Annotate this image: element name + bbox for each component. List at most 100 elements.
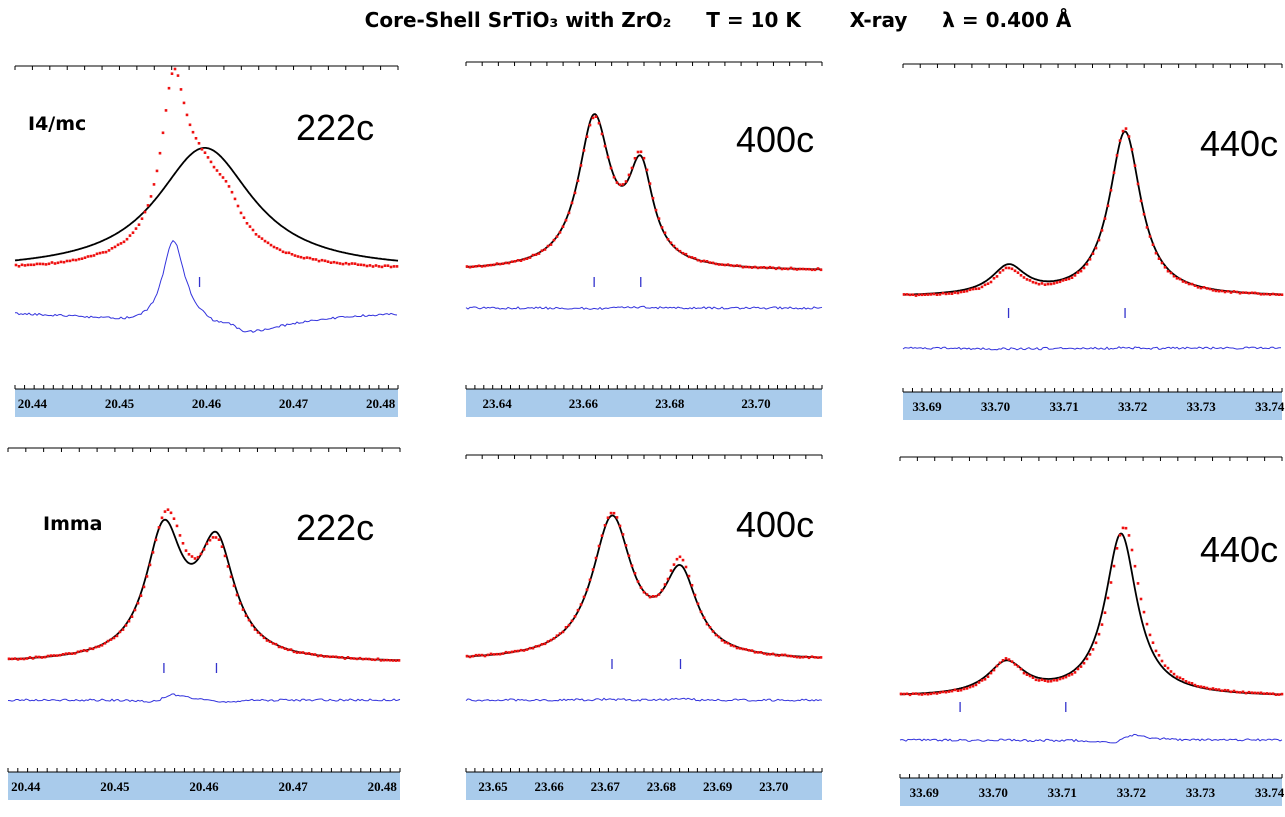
observed-point [383, 264, 387, 267]
observed-point [22, 657, 26, 661]
x-tick-label: 20.45 [105, 396, 135, 411]
observed-point [176, 74, 180, 77]
observed-point [723, 641, 727, 644]
observed-point [744, 648, 748, 651]
observed-point [911, 692, 915, 695]
observed-point [118, 630, 122, 634]
observed-point [392, 265, 396, 268]
observed-point [92, 254, 96, 257]
observed-point [272, 245, 276, 249]
observed-point [1241, 690, 1245, 694]
observed-point [121, 628, 125, 631]
observed-point [974, 683, 978, 687]
observed-point [62, 260, 66, 264]
observed-point [1184, 281, 1188, 284]
observed-point [1103, 611, 1107, 614]
observed-point [813, 656, 817, 659]
observed-point [26, 263, 30, 267]
x-tick-label: 23.70 [759, 779, 788, 794]
x-tick-label: 20.44 [18, 396, 48, 411]
observed-point [173, 67, 177, 71]
observed-point [537, 252, 541, 255]
observed-point [504, 650, 508, 654]
observed-point [1175, 277, 1179, 280]
observed-point [762, 266, 766, 269]
observed-point [101, 251, 105, 254]
x-tick-label: 23.70 [741, 396, 770, 411]
observed-points [7, 508, 401, 662]
observed-point [1001, 659, 1005, 662]
observed-point [594, 115, 598, 118]
observed-point [531, 646, 535, 650]
observed-point [714, 633, 718, 637]
observed-point [379, 659, 383, 662]
observed-point [471, 265, 475, 268]
observed-point [1151, 243, 1155, 246]
observed-point [194, 137, 198, 140]
observed-point [1061, 676, 1065, 680]
observed-point [136, 601, 140, 605]
observed-points [899, 526, 1284, 697]
observed-point [211, 536, 215, 539]
observed-point [1232, 290, 1236, 293]
observed-point [1076, 667, 1080, 671]
observed-point [67, 652, 71, 655]
observed-point [1091, 648, 1095, 651]
x-tick-label: 20.47 [279, 396, 309, 411]
observed-point [368, 264, 372, 267]
observed-point [1049, 282, 1053, 286]
observed-point [765, 266, 769, 270]
observed-point [97, 645, 101, 648]
observed-point [1244, 691, 1248, 695]
calculated-profile [465, 113, 822, 271]
observed-point [959, 290, 963, 294]
observed-point [1250, 291, 1254, 295]
observed-point [929, 293, 933, 296]
observed-point [1142, 610, 1146, 614]
observed-point [28, 656, 32, 659]
observed-point [660, 588, 664, 592]
observed-point [1259, 293, 1263, 296]
observed-point [756, 266, 760, 270]
difference-curve [465, 305, 823, 310]
observed-point [923, 692, 927, 696]
observed-point [362, 263, 366, 267]
observed-point [334, 655, 338, 659]
phase-label: Imma [43, 513, 103, 535]
observed-point [633, 157, 637, 160]
observed-point [265, 639, 269, 642]
observed-point [374, 264, 378, 267]
observed-point [1004, 657, 1008, 660]
observed-point [579, 164, 583, 167]
observed-point [95, 252, 99, 256]
observed-point [1067, 674, 1071, 677]
peak-label: 440c [1200, 529, 1278, 570]
observed-point [1199, 286, 1203, 290]
observed-point [914, 692, 918, 695]
observed-point [959, 688, 963, 692]
peak-label: 222c [296, 107, 374, 148]
observed-point [289, 648, 293, 651]
observed-point [1025, 278, 1029, 281]
observed-point [1271, 292, 1275, 296]
observed-point [331, 655, 335, 658]
observed-point [113, 245, 117, 249]
observed-point [549, 638, 553, 642]
observed-point [681, 558, 685, 562]
observed-point [564, 626, 568, 629]
observed-point [609, 166, 613, 170]
observed-point [32, 263, 36, 267]
observed-point [624, 180, 628, 183]
observed-point [263, 239, 267, 243]
observed-point [1277, 693, 1281, 696]
observed-point [7, 657, 11, 661]
observed-point [1154, 251, 1158, 255]
observed-point [744, 265, 748, 269]
observed-point [346, 656, 350, 659]
observed-point [495, 262, 499, 265]
observed-point [1112, 171, 1116, 174]
observed-point [338, 262, 342, 265]
observed-point [501, 652, 505, 655]
observed-point [341, 262, 345, 266]
observed-point [708, 626, 712, 629]
